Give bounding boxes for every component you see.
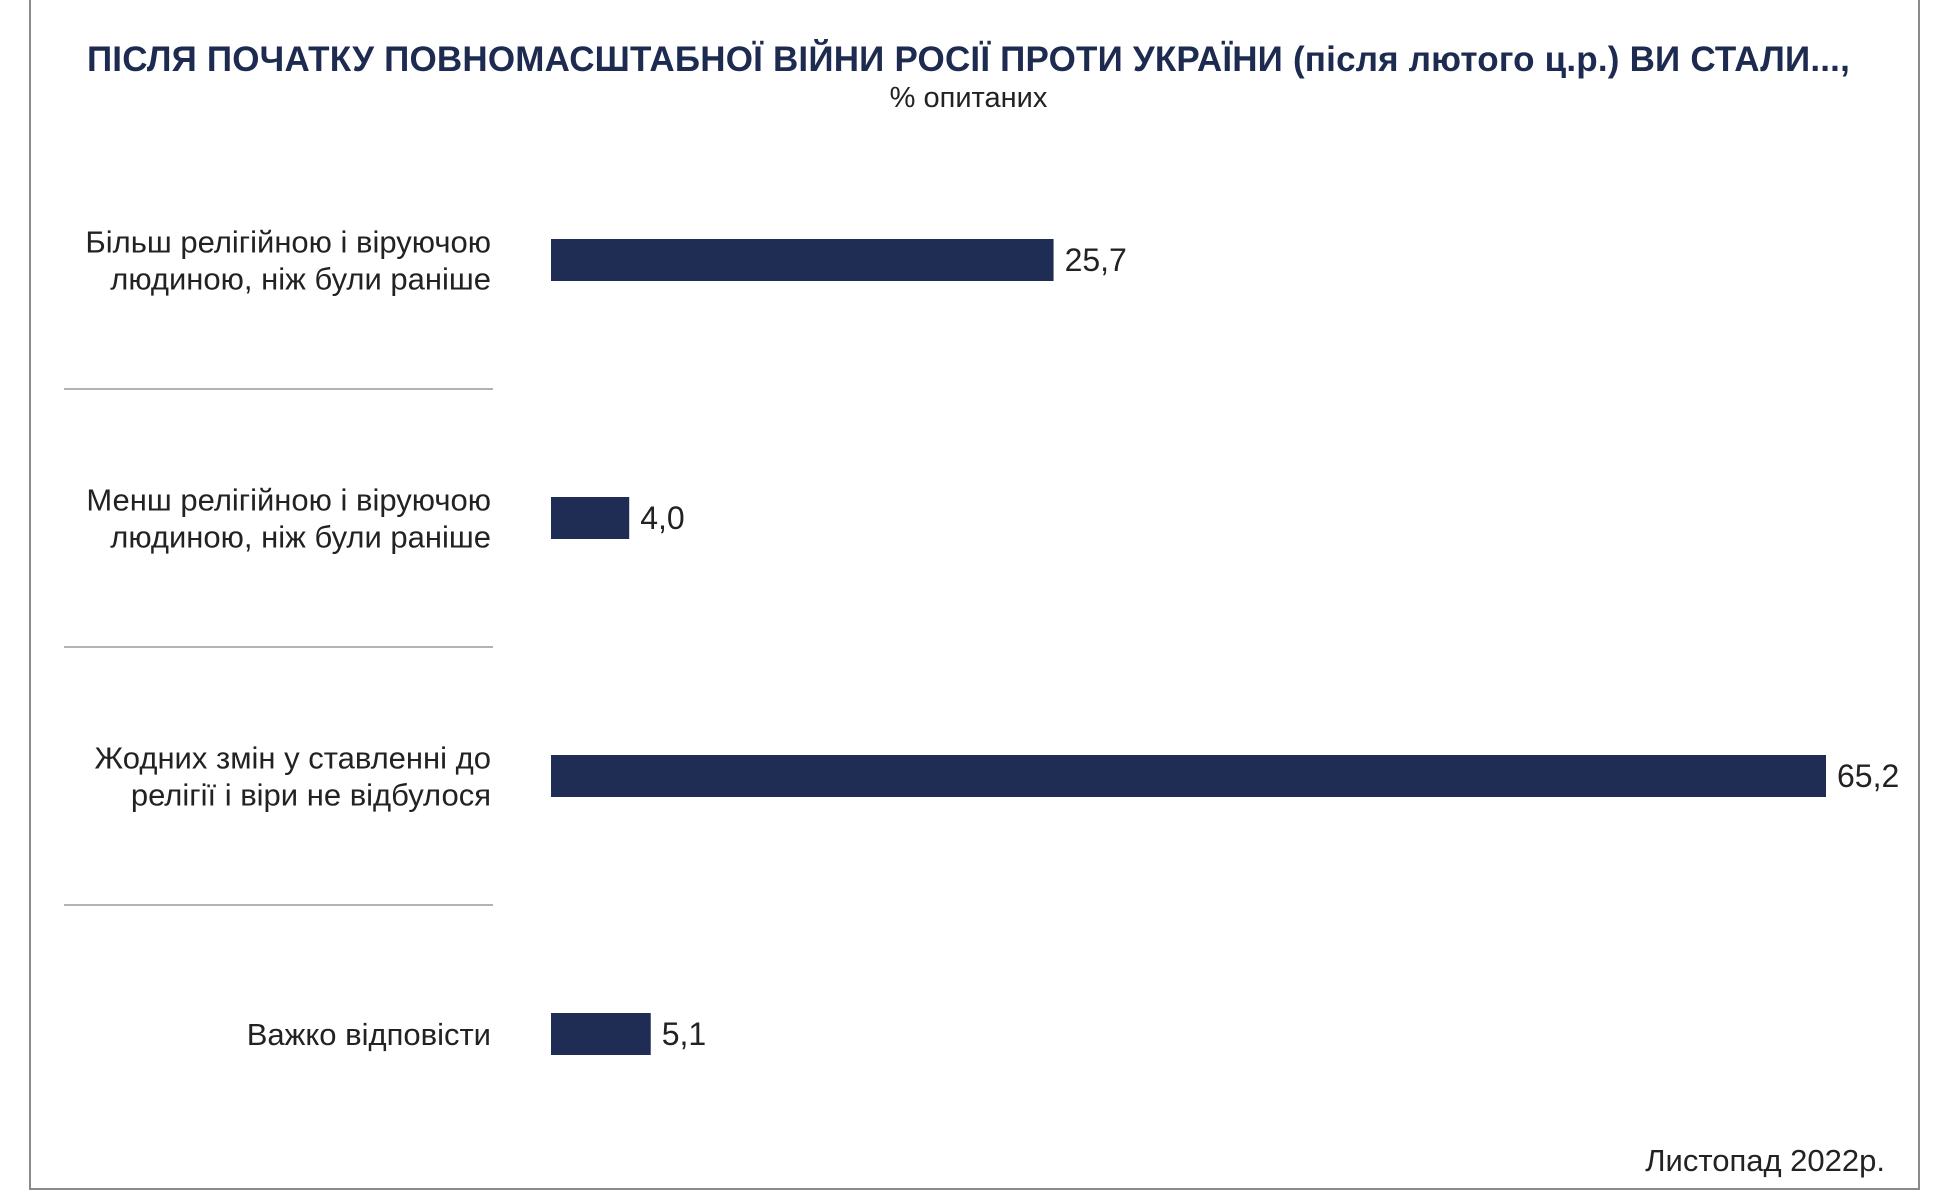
category-label: Жодних змін у ставленні до [95, 741, 491, 776]
data-label: 25,7 [1065, 242, 1127, 278]
category-label: релігії і віри не відбулося [131, 778, 491, 813]
date-footnote: Листопад 2022р. [1645, 1143, 1885, 1178]
bar [551, 1013, 651, 1055]
bar [551, 497, 630, 539]
category-label: людиною, ніж були раніше [110, 520, 491, 555]
category-label: Менш релігійною і віруючою [86, 483, 491, 518]
chart-subtitle: % опитаних [889, 82, 1048, 114]
bar [551, 239, 1054, 281]
category-label: Більш релігійною і віруючою [85, 225, 491, 260]
category-label: людиною, ніж були раніше [110, 262, 491, 297]
category-label: Важко відповісти [247, 1017, 491, 1052]
chart-title: ПІСЛЯ ПОЧАТКУ ПОВНОМАСШТАБНОЇ ВІЙНИ РОСІ… [86, 40, 1851, 79]
data-label: 65,2 [1837, 758, 1899, 794]
data-label: 5,1 [662, 1016, 706, 1052]
data-label: 4,0 [640, 500, 684, 536]
bar [551, 755, 1826, 797]
